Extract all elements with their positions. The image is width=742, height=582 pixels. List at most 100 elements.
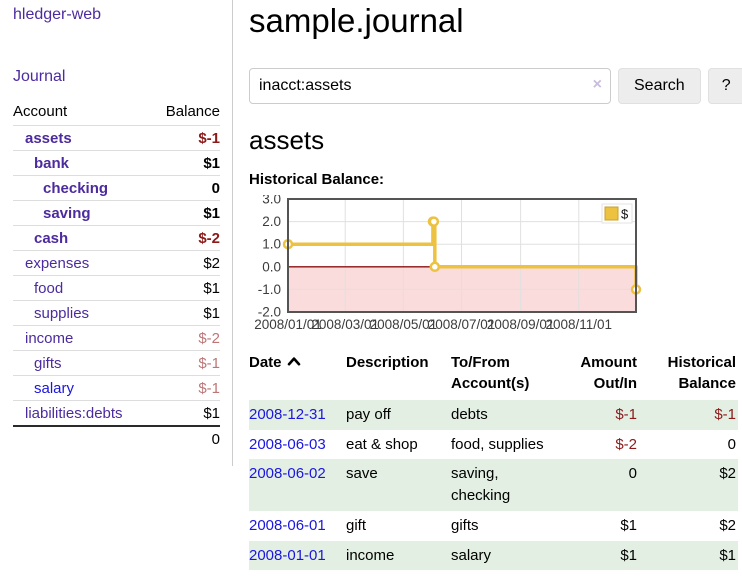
- chart-container: $3.0 2.0 1.0 0.0 -1.0 -2.0 2008/01/01 2008/03/0…: [249, 195, 742, 335]
- account-row: cash $-2: [13, 225, 220, 251]
- sidebar-account-income[interactable]: income: [25, 329, 74, 347]
- sidebar-account-bank[interactable]: bank: [34, 154, 70, 172]
- svg-text:2008/09/01: 2008/09/01: [487, 317, 555, 332]
- account-balance: $-1: [151, 375, 220, 401]
- sidebar-account-supplies[interactable]: supplies: [34, 304, 90, 322]
- account-balance: 0: [151, 175, 220, 201]
- transaction-amount: $-1: [615, 405, 637, 423]
- accounts-column-header: Account: [13, 103, 68, 120]
- transactions-header-row: Date Description To/From Account(s) Amou…: [249, 351, 738, 400]
- transaction-amount: $-2: [615, 435, 637, 453]
- account-row: liabilities:debts $1: [13, 400, 220, 426]
- accounts-column-header: To/From Account(s): [451, 354, 530, 392]
- search-input[interactable]: [249, 68, 611, 105]
- sidebar-account-food[interactable]: food: [34, 279, 64, 297]
- svg-text:1.0: 1.0: [262, 237, 281, 252]
- transaction-amount: 0: [628, 465, 637, 483]
- sidebar-item-journal[interactable]: Journal: [13, 68, 66, 85]
- transaction-balance: 0: [727, 435, 736, 453]
- transaction-accounts: debts: [451, 405, 488, 423]
- search-box: ×: [249, 68, 611, 105]
- transaction-balance: $2: [719, 465, 736, 483]
- sidebar-account-salary[interactable]: salary: [34, 379, 75, 397]
- date-column-header[interactable]: Date: [249, 351, 346, 400]
- svg-text:3.0: 3.0: [262, 195, 281, 207]
- sidebar-account-expenses[interactable]: expenses: [25, 254, 90, 272]
- account-balance: $1: [151, 400, 220, 426]
- app-title-link[interactable]: hledger-web: [13, 6, 102, 23]
- account-balance: $2: [151, 250, 220, 276]
- transaction-row: 2008-12-31 pay off debts $-1 $-1: [249, 399, 738, 430]
- account-row: checking 0: [13, 175, 220, 201]
- transactions-table: Date Description To/From Account(s) Amou…: [249, 351, 738, 571]
- sidebar-account-saving[interactable]: saving: [43, 204, 91, 222]
- transaction-accounts: saving, checking: [451, 465, 511, 505]
- account-balance: $1: [151, 200, 220, 226]
- transaction-balance: $2: [719, 516, 736, 534]
- account-row: bank $1: [13, 150, 220, 176]
- svg-text:2008/11/01: 2008/11/01: [546, 317, 613, 332]
- balance-column-header: Historical Balance: [667, 354, 736, 392]
- transaction-row: 2008-06-03 eat & shop food, supplies $-2 0: [249, 430, 738, 460]
- transaction-amount: $1: [620, 546, 637, 564]
- transaction-accounts: salary: [451, 546, 492, 564]
- svg-text:$: $: [621, 207, 629, 222]
- account-row: assets $-1: [13, 125, 220, 151]
- account-balance: $-2: [151, 225, 220, 251]
- sidebar: hledger-web Journal Account Balance asse…: [0, 0, 233, 466]
- transaction-accounts: gifts: [451, 516, 479, 534]
- svg-text:2008/05/01: 2008/05/01: [370, 317, 438, 332]
- sidebar-account-assets[interactable]: assets: [25, 129, 72, 147]
- account-balance: $1: [151, 275, 220, 301]
- main-content: sample.journal × Search ? assets Histori…: [233, 0, 742, 571]
- account-balance: $-1: [151, 125, 220, 151]
- account-row: food $1: [13, 275, 220, 301]
- search-help-button[interactable]: ?: [707, 68, 742, 105]
- sidebar-account-cash[interactable]: cash: [34, 229, 69, 247]
- account-row: income $-2: [13, 325, 220, 351]
- transaction-description: income: [346, 546, 395, 564]
- transaction-amount: $1: [620, 516, 637, 534]
- account-heading: assets: [249, 125, 325, 156]
- page-title: sample.journal: [249, 2, 464, 39]
- transaction-description: eat & shop: [346, 435, 418, 453]
- historical-balance-chart: $3.0 2.0 1.0 0.0 -1.0 -2.02008/01/012008/03/0…: [254, 195, 642, 332]
- transaction-balance: $-1: [714, 405, 736, 423]
- search-button[interactable]: Search: [618, 68, 701, 105]
- sidebar-account-gifts[interactable]: gifts: [34, 354, 62, 372]
- account-balance: $1: [151, 150, 220, 176]
- transaction-accounts: food, supplies: [451, 435, 544, 453]
- description-column-header: Description: [346, 354, 429, 372]
- transaction-date-link[interactable]: 2008-01-01: [249, 546, 326, 564]
- account-balance: $-2: [151, 325, 220, 351]
- svg-text:2008/03/01: 2008/03/01: [311, 317, 379, 332]
- accounts-total-value: 0: [151, 425, 220, 452]
- svg-text:-2.0: -2.0: [258, 305, 281, 320]
- accounts-table: Account Balance assets $-1 bank $1 checking 0…: [13, 100, 220, 452]
- transaction-balance: $1: [719, 546, 736, 564]
- svg-text:-1.0: -1.0: [258, 282, 281, 297]
- account-row: saving $1: [13, 200, 220, 226]
- accounts-total-row: 0: [13, 425, 220, 452]
- transaction-date-link[interactable]: 2008-06-02: [249, 465, 326, 483]
- search-form: × Search ?: [249, 68, 742, 105]
- sidebar-account-liabilities-debts[interactable]: liabilities:debts: [25, 404, 123, 422]
- transaction-row: 2008-06-01 gift gifts $1 $2: [249, 511, 738, 541]
- transaction-description: gift: [346, 516, 367, 534]
- clear-search-icon[interactable]: ×: [592, 76, 602, 94]
- amount-column-header: Amount Out/In: [580, 354, 637, 392]
- account-row: gifts $-1: [13, 350, 220, 376]
- transaction-date-link[interactable]: 2008-06-03: [249, 435, 326, 453]
- balance-column-header: Balance: [165, 103, 220, 120]
- svg-text:2008/01/01: 2008/01/01: [254, 317, 322, 332]
- account-balance: $1: [151, 300, 220, 326]
- chart-label: Historical Balance:: [249, 171, 385, 189]
- transaction-date-link[interactable]: 2008-06-01: [249, 516, 326, 534]
- account-row: salary $-1: [13, 375, 220, 401]
- sort-ascending-icon: [287, 357, 300, 366]
- svg-text:2008/07/01: 2008/07/01: [428, 317, 496, 332]
- transaction-date-link[interactable]: 2008-12-31: [249, 405, 326, 423]
- sidebar-account-checking[interactable]: checking: [43, 179, 109, 197]
- account-balance: $-1: [151, 350, 220, 376]
- svg-text:0.0: 0.0: [262, 260, 281, 275]
